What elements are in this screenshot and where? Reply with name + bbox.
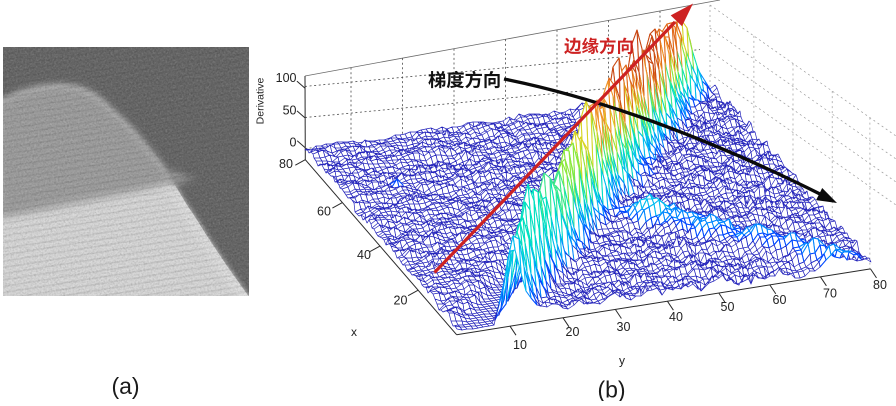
svg-text:10: 10	[513, 338, 527, 352]
svg-text:0: 0	[290, 136, 297, 150]
svg-text:50: 50	[721, 300, 735, 314]
svg-text:80: 80	[279, 157, 293, 171]
svg-text:(b): (b)	[597, 377, 625, 402]
svg-text:100: 100	[276, 71, 297, 85]
svg-text:20: 20	[566, 325, 580, 339]
svg-text:30: 30	[617, 320, 631, 334]
svg-text:y: y	[619, 354, 625, 368]
svg-text:20: 20	[394, 294, 408, 308]
svg-text:40: 40	[669, 310, 683, 324]
svg-text:50: 50	[283, 104, 297, 118]
svg-text:40: 40	[357, 248, 371, 262]
svg-text:70: 70	[823, 287, 837, 301]
svg-text:80: 80	[873, 278, 887, 292]
svg-text:60: 60	[773, 293, 787, 307]
svg-text:Derivative: Derivative	[255, 78, 267, 125]
svg-text:x: x	[351, 325, 357, 339]
svg-text:60: 60	[317, 205, 331, 219]
svg-text:(a): (a)	[111, 373, 139, 399]
